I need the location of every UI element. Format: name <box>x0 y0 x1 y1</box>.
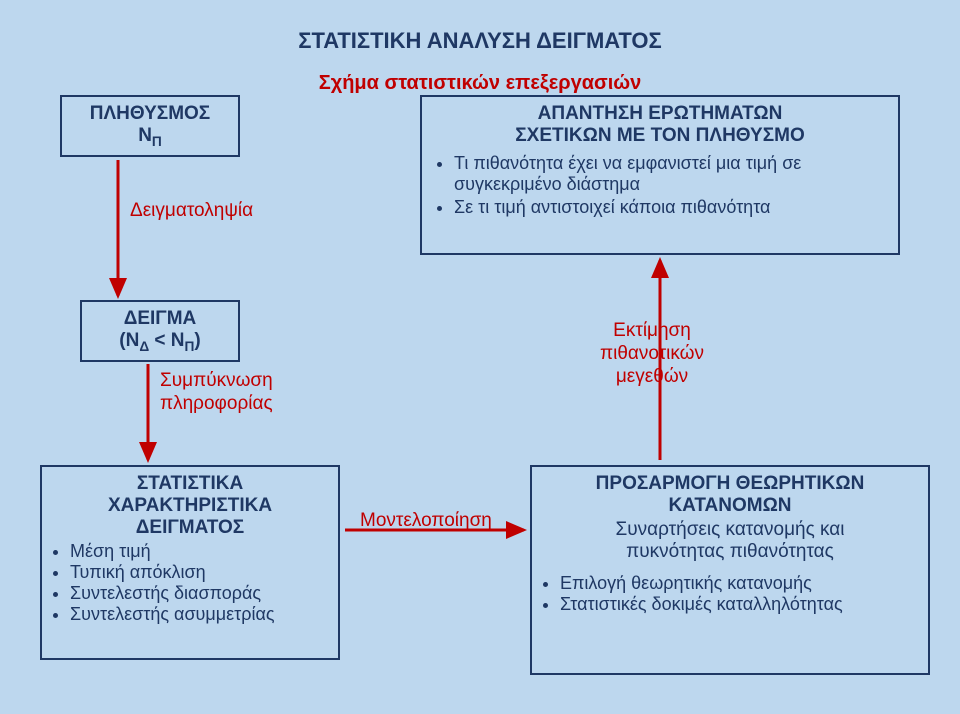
box-answers: ΑΠΑΝΤΗΣΗ ΕΡΩΤΗΜΑΤΩΝ ΣΧΕΤΙΚΩΝ ΜΕ ΤΟΝ ΠΛΗΘ… <box>420 95 900 255</box>
box-answers-header: ΑΠΑΝΤΗΣΗ ΕΡΩΤΗΜΑΤΩΝ ΣΧΕΤΙΚΩΝ ΜΕ ΤΟΝ ΠΛΗΘ… <box>432 103 888 147</box>
box-fit-bullet: Επιλογή θεωρητικής κατανομής <box>560 573 918 594</box>
box-stats-bullet: Συντελεστής διασποράς <box>70 583 328 604</box>
box-stats: ΣΤΑΤΙΣΤΙΚΑ ΧΑΡΑΚΤΗΡΙΣΤΙΚΑ ΔΕΙΓΜΑΤΟΣ Μέση… <box>40 465 340 660</box>
label-modeling: Μοντελοποίηση <box>360 510 492 533</box>
box-answers-bullets: Τι πιθανότητα έχει να εμφανιστεί μια τιμ… <box>432 151 888 218</box>
box-answers-bullet: Τι πιθανότητα έχει να εμφανιστεί μια τιμ… <box>454 153 888 195</box>
box-stats-header: ΣΤΑΤΙΣΤΙΚΑ ΧΑΡΑΚΤΗΡΙΣΤΙΚΑ ΔΕΙΓΜΑΤΟΣ <box>52 473 328 539</box>
title-line2: Σχήμα στατιστικών επεξεργασιών <box>0 72 960 95</box>
box-fit-sub: Συναρτήσεις κατανομής και πυκνότητας πιθ… <box>542 519 918 563</box>
label-sampling: Δειγματοληψία <box>130 200 253 223</box>
title-line1: ΣΤΑΤΙΣΤΙΚΗ ΑΝΑΛΥΣΗ ΔΕΙΓΜΑΤΟΣ <box>0 28 960 54</box>
box-fit-bullet: Στατιστικές δοκιμές καταλληλότητας <box>560 594 918 615</box>
box-sample-text: ΔΕΙΓΜΑ(ΝΔ < ΝΠ) <box>92 308 228 354</box>
box-population: ΠΛΗΘΥΣΜΟΣΝΠ <box>60 95 240 157</box>
box-fit: ΠΡΟΣΑΡΜΟΓΗ ΘΕΩΡΗΤΙΚΩΝ ΚΑΤΑΝΟΜΩΝ Συναρτήσ… <box>530 465 930 675</box>
box-fit-bullets: Επιλογή θεωρητικής κατανομήςΣτατιστικές … <box>542 573 918 615</box>
box-stats-bullet: Συντελεστής ασυμμετρίας <box>70 604 328 625</box>
label-compression: Συμπύκνωση πληροφορίας <box>160 370 273 416</box>
box-population-text: ΠΛΗΘΥΣΜΟΣΝΠ <box>72 103 228 149</box>
box-stats-bullet: Τυπική απόκλιση <box>70 562 328 583</box>
box-stats-bullets: Μέση τιμήΤυπική απόκλισηΣυντελεστής διασ… <box>52 541 328 625</box>
box-sample: ΔΕΙΓΜΑ(ΝΔ < ΝΠ) <box>80 300 240 362</box>
label-estimation: Εκτίμηση πιθανοτικών μεγεθών <box>600 320 704 388</box>
box-stats-bullet: Μέση τιμή <box>70 541 328 562</box>
box-answers-bullet: Σε τι τιμή αντιστοιχεί κάποια πιθανότητα <box>454 197 888 218</box>
box-fit-header: ΠΡΟΣΑΡΜΟΓΗ ΘΕΩΡΗΤΙΚΩΝ ΚΑΤΑΝΟΜΩΝ <box>542 473 918 517</box>
